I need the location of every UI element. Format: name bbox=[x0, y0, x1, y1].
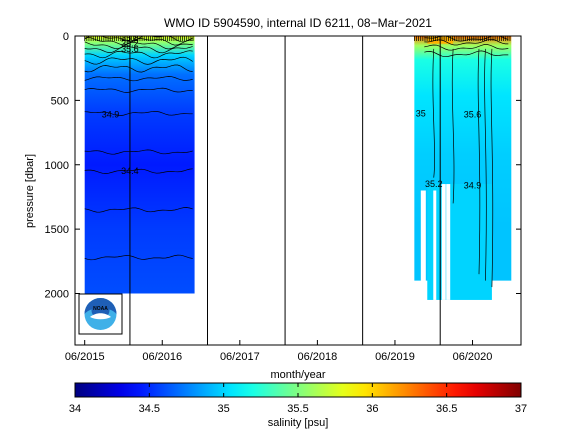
contour-label: 35.2 bbox=[425, 179, 443, 189]
contour-label: 34.4 bbox=[121, 166, 139, 176]
contour-label: 35.6 bbox=[464, 110, 482, 120]
contour-line bbox=[432, 48, 435, 178]
contour-label: 35 bbox=[416, 108, 426, 118]
x-tick-label: 06/2018 bbox=[298, 351, 338, 363]
contour-line bbox=[84, 254, 193, 261]
colorbar-tick-label: 35.5 bbox=[287, 403, 308, 415]
x-axis-label: month/year bbox=[270, 369, 325, 381]
contour-line bbox=[424, 38, 509, 46]
contour-line bbox=[477, 48, 481, 275]
contour-line bbox=[84, 37, 193, 46]
segment-2019-2020-deep bbox=[427, 184, 492, 300]
x-tick-label: 06/2015 bbox=[65, 351, 105, 363]
contour-line bbox=[84, 56, 193, 65]
chart-title: WMO ID 5904590, internal ID 6211, 08−Mar… bbox=[164, 16, 432, 30]
contour-line bbox=[490, 48, 494, 288]
noaa-logo: NOAA bbox=[78, 293, 123, 335]
contour-line bbox=[84, 110, 193, 116]
contour-labels: 35.835.235.634.934.435 35.635.2 34.9 bbox=[102, 33, 482, 190]
contour-label: 34.9 bbox=[464, 180, 482, 190]
noaa-logo-bird bbox=[90, 313, 111, 320]
colorbar: 34 34.5 35 35.5 36 36.5 37 salinity [psu] bbox=[69, 382, 527, 429]
data-gap bbox=[441, 184, 446, 300]
x-tick-label: 06/2020 bbox=[453, 351, 493, 363]
contour-line bbox=[84, 41, 193, 50]
y-axis: 0 500 1000 1500 2000 bbox=[45, 31, 521, 301]
data-gap bbox=[446, 184, 451, 300]
colorbar-tick-label: 35 bbox=[218, 403, 230, 415]
y-tick-label: 0 bbox=[63, 31, 69, 43]
contour-label: 34.9 bbox=[102, 110, 120, 120]
contour-line bbox=[84, 76, 193, 82]
contour-line bbox=[84, 207, 193, 213]
contour-line bbox=[84, 45, 193, 54]
plot-frame bbox=[74, 35, 522, 346]
x-tick-label: 06/2016 bbox=[142, 351, 182, 363]
contour-line bbox=[424, 44, 509, 51]
contour-label: 35.8 bbox=[121, 33, 139, 43]
contour-line bbox=[84, 64, 193, 73]
contour-line bbox=[84, 149, 193, 155]
profile-ticks bbox=[84, 36, 511, 41]
x-axis: 06/2015 06/2016 06/2017 06/2018 06/2019 06/20… bbox=[65, 340, 493, 363]
contour-lines bbox=[84, 36, 509, 288]
contour-line bbox=[424, 36, 509, 42]
contour-label: 35.6 bbox=[121, 44, 139, 54]
y-tick-label: 2000 bbox=[45, 289, 69, 301]
segment-2015-2016 bbox=[84, 36, 195, 294]
colorbar-ticks: 34 34.5 35 35.5 36 36.5 37 bbox=[69, 383, 527, 415]
contour-line bbox=[451, 48, 455, 204]
colorbar-tick-label: 37 bbox=[515, 403, 527, 415]
year-boundary-lines bbox=[129, 36, 441, 345]
data-gap bbox=[420, 190, 426, 300]
x-tick-label: 06/2017 bbox=[220, 351, 260, 363]
y-tick-label: 1500 bbox=[45, 224, 69, 236]
colorbar-label: salinity [psu] bbox=[268, 417, 329, 429]
y-tick-label: 500 bbox=[51, 95, 69, 107]
y-axis-label: pressure [dbar] bbox=[24, 154, 36, 228]
contour-line bbox=[484, 48, 487, 281]
colorbar-tick-label: 34 bbox=[69, 403, 81, 415]
contour-label: 35.2 bbox=[121, 39, 139, 49]
plot-area: 35.835.235.634.934.435 35.635.2 34.9 bbox=[84, 33, 512, 345]
contour-line bbox=[84, 168, 193, 174]
data-segments bbox=[84, 36, 512, 300]
colorbar-tick-label: 34.5 bbox=[139, 403, 160, 415]
contour-line bbox=[84, 87, 193, 93]
data-gap bbox=[433, 190, 437, 300]
colorbar-tick-label: 36 bbox=[366, 403, 378, 415]
y-tick-label: 1000 bbox=[45, 160, 69, 172]
contour-line bbox=[424, 50, 509, 58]
contour-line bbox=[84, 50, 193, 59]
x-tick-label: 06/2019 bbox=[375, 351, 415, 363]
noaa-logo-text: NOAA bbox=[93, 306, 108, 312]
colorbar-tick-label: 36.5 bbox=[436, 403, 457, 415]
